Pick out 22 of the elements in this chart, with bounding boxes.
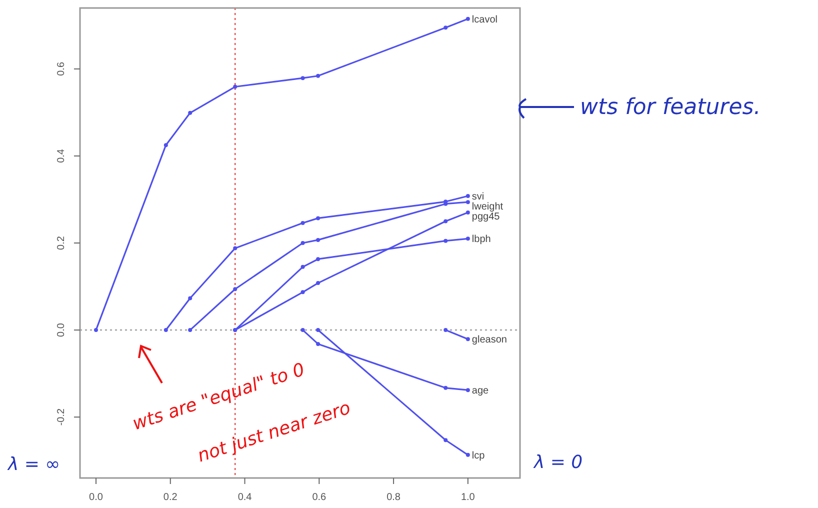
series-label: age — [472, 386, 490, 397]
series-label: gleason — [472, 334, 507, 346]
series-label: pgg45 — [472, 212, 500, 222]
series-label: lweight — [472, 202, 504, 212]
x-tick-label: 0.6 — [312, 492, 327, 503]
x-tick-label: 0.0 — [89, 492, 104, 503]
y-tick-label: 0.6 — [56, 62, 67, 76]
text: λ = 0 — [533, 452, 583, 473]
y-tick-label: 0.0 — [56, 322, 67, 337]
x-tick-label: 0.2 — [163, 492, 178, 503]
series-label: lcp — [472, 450, 486, 462]
series-label: lcavol — [472, 14, 498, 26]
y-tick-label: -0.2 — [56, 408, 67, 426]
y-tick-label: 0.4 — [56, 148, 67, 163]
text: λ = ∞ — [7, 454, 60, 475]
x-tick-label: 0.4 — [238, 492, 252, 503]
x-tick-label: 1.0 — [460, 492, 476, 503]
text: wts for features. — [580, 95, 761, 120]
series-label: lbph — [472, 234, 491, 246]
x-tick-label: 0.8 — [386, 492, 401, 503]
y-tick-label: 0.2 — [56, 236, 67, 250]
series-label: svi — [472, 192, 484, 202]
